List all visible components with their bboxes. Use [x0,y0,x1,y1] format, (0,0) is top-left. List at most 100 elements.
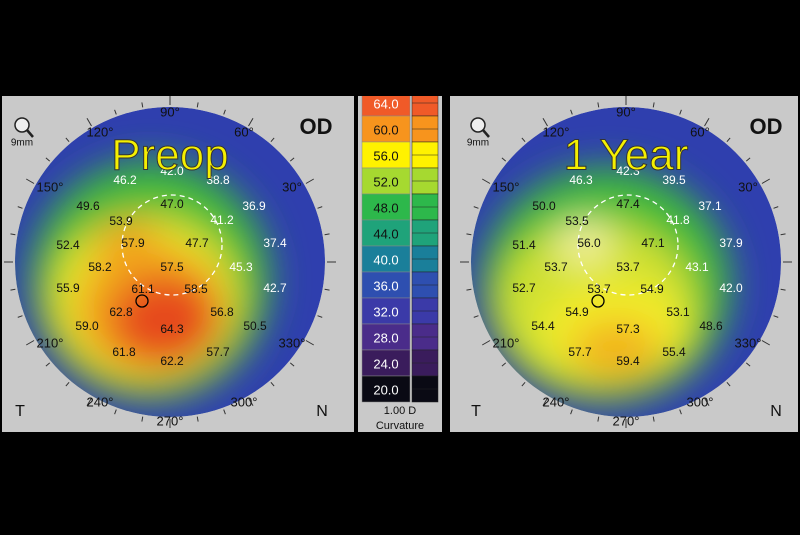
curvature-value: 58.5 [184,282,208,296]
scale-label: 40.0 [373,252,398,267]
angle-tick [473,206,479,209]
curvature-value: 48.6 [699,319,723,333]
curvature-value: 52.7 [512,281,536,295]
curvature-value: 56.8 [210,305,234,319]
scale-cell [361,193,411,221]
angle-tick [223,109,226,115]
angle-tick [289,157,295,162]
angle-tick [25,340,35,346]
angle-tick [773,315,779,318]
map-colors [15,107,325,417]
curvature-value: 59.0 [75,319,99,333]
curvature-value: 54.9 [565,305,589,319]
scale-label: 36.0 [373,278,398,293]
curvature-value: 51.4 [512,238,536,252]
magnifier-handle [26,129,34,138]
curvature-value: 49.6 [76,199,100,213]
scale-cell [361,141,411,169]
scale-kind: Curvature [376,420,424,432]
angle-label: 270° [613,413,640,428]
angle-tick [521,137,526,143]
scale-cell [361,323,411,351]
angle-tick [780,233,786,236]
curvature-value: 47.7 [185,236,209,250]
angle-tick [726,381,731,387]
angle-label: 120° [543,124,570,139]
scale-label: 60.0 [373,122,398,137]
angle-label: 270° [157,413,184,428]
curvature-value: 41.8 [666,213,690,227]
angle-tick [114,409,117,415]
curvature-value: 42.0 [160,164,184,178]
angle-tick [317,315,323,318]
angle-tick [773,206,779,209]
curvature-value: 36.9 [242,199,266,213]
angle-label: 30° [282,179,302,194]
angle-tick [25,178,35,184]
angle-label: 120° [87,124,114,139]
color-zone [95,220,165,280]
angle-tick [501,157,507,162]
curvature-value: 50.0 [532,199,556,213]
angle-tick [86,397,92,407]
magnifier-icon [470,117,486,133]
angle-tick [65,381,70,387]
angle-tick [141,416,144,422]
zoom-label: 9mm [467,138,489,149]
angle-tick [65,137,70,143]
angle-tick [466,233,472,236]
angle-tick [317,206,323,209]
scale-cell [361,375,411,403]
angle-label: 150° [493,179,520,194]
magnifier-handle [482,129,490,138]
angle-label: 300° [231,394,258,409]
angle-tick [196,416,199,422]
angle-tick [501,362,507,367]
angle-tick [324,233,330,236]
angle-tick [305,178,315,184]
angle-tick [745,157,751,162]
pupil-circle [577,194,679,296]
angle-tick [473,315,479,318]
angle-tick [466,288,472,291]
angle-tick [542,117,548,127]
curvature-value: 57.7 [206,345,230,359]
topography-map: 90° 120° 60° 150° 30° 210° 330° 240° 300° 270° 46.… [4,96,336,428]
curvature-value: 47.4 [616,197,640,211]
curvature-value: 41.2 [210,213,234,227]
angle-tick [10,288,16,291]
angle-tick [45,362,51,367]
angle-label: 210° [493,335,520,350]
scale-label: 48.0 [373,200,398,215]
nasal-label: N [770,403,782,420]
angle-label: 240° [87,394,114,409]
curvature-value: 54.4 [531,319,555,333]
curvature-value: 53.7 [587,282,611,296]
scale-cell [361,115,411,143]
angle-tick [570,109,573,115]
map-title: Preop [111,131,228,180]
curvature-value: 46.2 [113,173,137,187]
scale-cell [361,271,411,299]
curvature-value: 45.3 [229,260,253,274]
map-gradient [30,160,270,400]
angle-label: 330° [279,335,306,350]
angle-tick [324,288,330,291]
vertex-marker [135,294,149,308]
angle-tick [114,109,117,115]
angle-tick [652,416,655,422]
curvature-value: 42.3 [616,164,640,178]
angle-tick [679,109,682,115]
angle-label: 330° [735,335,762,350]
angle-label: 90° [616,104,636,119]
scale-cell [361,167,411,195]
curvature-value: 57.7 [568,345,592,359]
angle-tick [17,315,23,318]
angle-tick [481,178,491,184]
scale-label: 28.0 [373,330,398,345]
curvature-value: 53.7 [616,260,640,274]
curvature-value: 57.3 [616,322,640,336]
scale-cell [361,219,411,247]
scale-cell [361,297,411,325]
curvature-value: 39.5 [662,173,686,187]
